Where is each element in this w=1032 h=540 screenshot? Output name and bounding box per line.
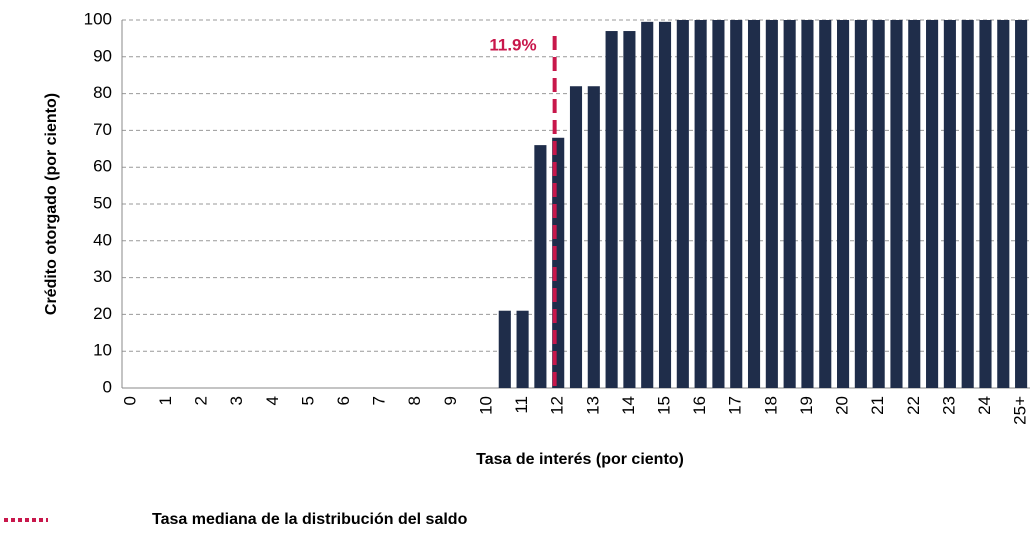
x-tick-label: 10 <box>476 396 495 415</box>
x-tick-label: 4 <box>263 396 282 405</box>
bar <box>890 20 903 388</box>
x-tick-label: 22 <box>904 396 923 415</box>
x-tick-label: 17 <box>726 396 745 415</box>
x-tick-label: 13 <box>583 396 602 415</box>
bar <box>730 20 743 388</box>
bar <box>498 310 511 388</box>
x-tick-label: 8 <box>405 396 424 405</box>
y-tick-label: 90 <box>93 46 112 65</box>
bar <box>926 20 939 388</box>
x-tick-label: 18 <box>761 396 780 415</box>
bar <box>623 31 636 388</box>
x-tick-label: 6 <box>334 396 353 405</box>
y-tick-label: 50 <box>93 193 112 212</box>
y-axis-title: Crédito otorgado (por ciento) <box>43 93 60 315</box>
x-tick-label: 20 <box>833 396 852 415</box>
x-tick-label: 23 <box>939 396 958 415</box>
bar <box>694 20 707 388</box>
x-tick-label: 19 <box>797 396 816 415</box>
y-tick-label: 60 <box>93 157 112 176</box>
x-tick-label: 9 <box>441 396 460 405</box>
bar <box>676 20 689 388</box>
x-tick-label: 1 <box>156 396 175 405</box>
x-tick-label: 16 <box>690 396 709 415</box>
bar <box>819 20 832 388</box>
bar <box>747 20 761 388</box>
bar <box>552 137 565 388</box>
bar <box>908 20 921 388</box>
bar <box>837 20 850 388</box>
y-tick-label: 30 <box>93 267 112 286</box>
x-tick-label: 21 <box>868 396 887 415</box>
y-tick-label: 100 <box>84 9 112 28</box>
bar <box>872 20 885 388</box>
bar <box>765 20 778 388</box>
bar <box>587 86 600 389</box>
y-tick-label: 20 <box>93 304 112 323</box>
bar <box>979 20 992 388</box>
bar <box>1015 20 1028 388</box>
bar <box>801 20 814 388</box>
y-tick-label: 0 <box>103 377 112 396</box>
y-tick-label: 40 <box>93 230 112 249</box>
bar <box>854 20 867 388</box>
x-tick-label: 7 <box>370 396 389 405</box>
bar <box>712 20 725 388</box>
bar <box>605 31 618 388</box>
x-tick-label: 14 <box>619 396 638 415</box>
bar <box>516 310 529 388</box>
bar <box>997 20 1010 388</box>
bar <box>943 20 956 388</box>
x-tick-label: 0 <box>120 396 139 405</box>
median-label: 11.9% <box>489 35 536 54</box>
bar <box>961 20 974 388</box>
x-tick-label: 5 <box>298 396 317 405</box>
legend-label: Tasa mediana de la distribución del sald… <box>152 511 468 528</box>
x-tick-label: 2 <box>192 396 211 405</box>
x-tick-label: 3 <box>227 396 246 405</box>
bar <box>534 145 547 388</box>
x-tick-label: 11 <box>512 396 531 414</box>
y-tick-label: 70 <box>93 120 112 139</box>
x-tick-label: 15 <box>655 396 674 415</box>
bar <box>658 21 672 389</box>
x-tick-label: 25+ <box>1011 396 1030 425</box>
bar <box>569 86 583 389</box>
x-tick-label: 12 <box>548 396 567 415</box>
x-axis-title: Tasa de interés (por ciento) <box>476 451 684 468</box>
x-tick-label: 24 <box>975 396 994 415</box>
y-tick-label: 10 <box>93 341 112 360</box>
bar <box>783 20 796 388</box>
bar <box>641 21 654 389</box>
y-tick-label: 80 <box>93 83 112 102</box>
